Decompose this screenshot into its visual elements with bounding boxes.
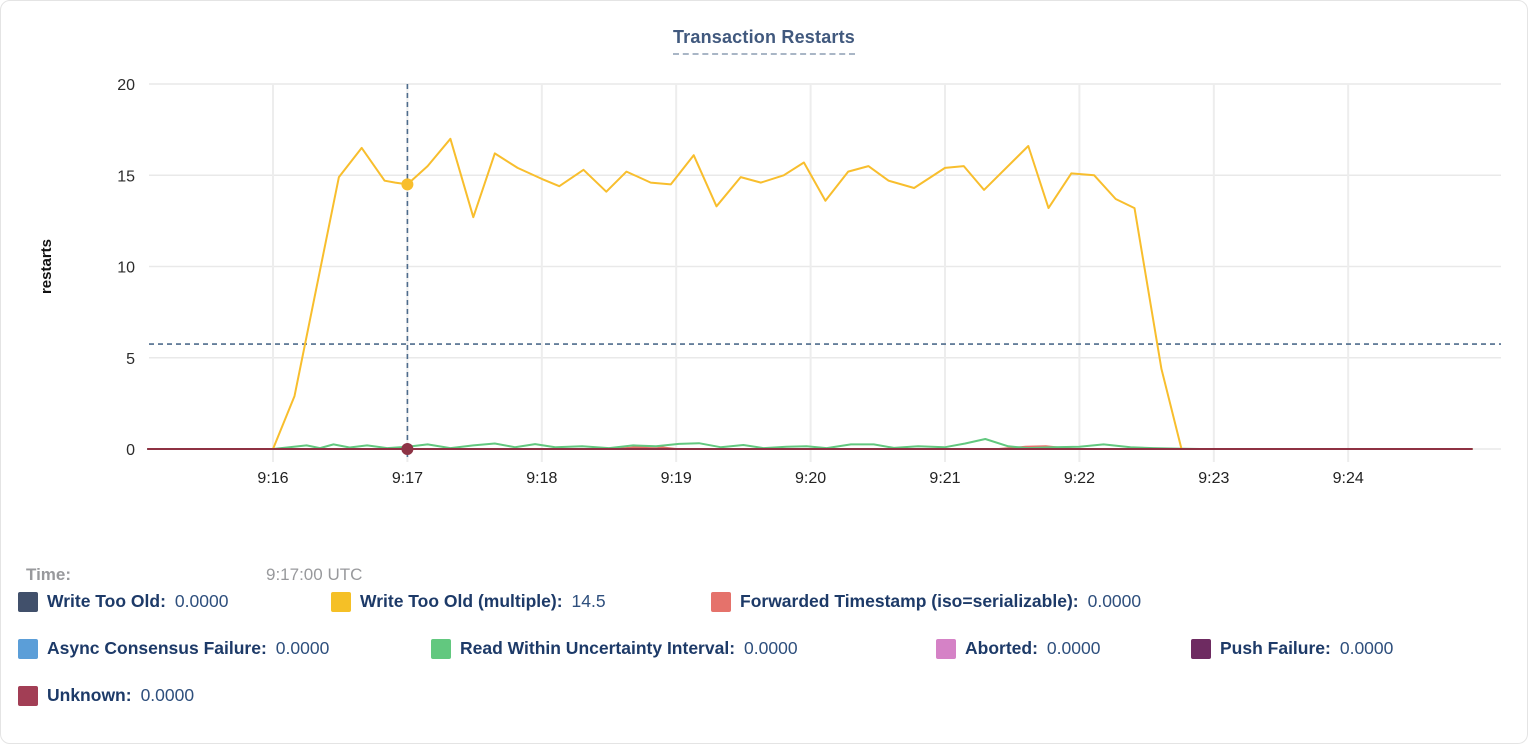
x-tick-label: 9:21 [929, 470, 960, 487]
legend-series-label: Forwarded Timestamp (iso=serializable): [740, 591, 1079, 611]
x-tick-label: 9:18 [526, 470, 557, 487]
legend-series-value: 0.0000 [1046, 638, 1101, 658]
y-tick-label: 20 [117, 77, 135, 94]
series-color-swatch-icon [431, 638, 451, 659]
legend-row: Write Too Old: 0.0000 Write Too Old (mul… [1, 591, 1527, 617]
series-color-swatch-icon [711, 591, 731, 612]
chart-title: Transaction Restarts [672, 27, 856, 55]
legend-series-label: Push Failure: [1220, 638, 1331, 658]
time-label: Time: [26, 565, 72, 584]
legend-series-value: 0.0000 [174, 591, 229, 611]
legend-series-label: Aborted: [965, 638, 1038, 658]
legend-series-value: 0.0000 [275, 638, 330, 658]
series-line-read-within-uncertainty-interval [147, 438, 1473, 450]
legend-item: Unknown: 0.0000 [18, 685, 194, 706]
legend-item: Aborted: 0.0000 [936, 638, 1100, 659]
legend-series-value: 0.0000 [1339, 638, 1394, 658]
legend-row: Async Consensus Failure: 0.0000 Read Wit… [1, 638, 1527, 664]
legend-item: Write Too Old (multiple): 14.5 [331, 591, 606, 612]
x-tick-label: 9:23 [1198, 470, 1229, 487]
legend-item: Push Failure: 0.0000 [1191, 638, 1393, 659]
legend-series-value: 0.0000 [744, 638, 798, 658]
hover-dot [401, 443, 414, 455]
legend-row: Unknown: 0.0000 [1, 685, 1527, 711]
legend-item: Async Consensus Failure: 0.0000 [18, 638, 329, 659]
hover-time-row: Time: 9:17:00 UTC [1, 565, 1527, 589]
legend-series-label: Async Consensus Failure: [47, 638, 267, 658]
series-color-swatch-icon [936, 638, 956, 659]
series-color-swatch-icon [18, 591, 38, 612]
time-value: 9:17:00 UTC [266, 565, 363, 584]
legend-item: Forwarded Timestamp (iso=serializable): … [711, 591, 1141, 612]
legend-series-label: Unknown: [47, 685, 132, 705]
x-tick-label: 9:16 [257, 470, 288, 487]
legend-item: Read Within Uncertainty Interval: 0.0000 [431, 638, 798, 659]
series-color-swatch-icon [1191, 638, 1211, 659]
legend-item: Write Too Old: 0.0000 [18, 591, 228, 612]
legend-series-label: Write Too Old (multiple): [360, 591, 563, 611]
chart-title-wrap: Transaction Restarts [1, 27, 1527, 55]
series-color-swatch-icon [18, 638, 38, 659]
transaction-restarts-chart[interactable]: 0 5 10 15 20 9:16 9:17 9:18 9:19 9:20 9:21 9:22 9:23… [1, 63, 1528, 503]
y-tick-label: 15 [117, 168, 135, 185]
series-line-write-too-old-multiple- [272, 137, 1473, 450]
legend-series-value: 0.0000 [140, 685, 195, 705]
x-tick-label: 9:17 [392, 470, 423, 487]
legend-series-value: 14.5 [571, 591, 606, 611]
y-axis-label: restarts [38, 239, 55, 294]
legend-series-label: Read Within Uncertainty Interval: [460, 638, 736, 658]
hover-dot [401, 178, 414, 191]
x-tick-label: 9:20 [795, 470, 826, 487]
y-tick-label: 0 [126, 442, 135, 459]
series-color-swatch-icon [18, 685, 38, 706]
legend-series-label: Write Too Old: [47, 591, 166, 611]
x-tick-label: 9:24 [1333, 470, 1364, 487]
x-tick-label: 9:19 [661, 470, 692, 487]
x-tick-label: 9:22 [1064, 470, 1095, 487]
legend-series-value: 0.0000 [1087, 591, 1142, 611]
y-tick-label: 10 [117, 260, 135, 277]
y-tick-label: 5 [126, 351, 135, 368]
series-color-swatch-icon [331, 591, 351, 612]
